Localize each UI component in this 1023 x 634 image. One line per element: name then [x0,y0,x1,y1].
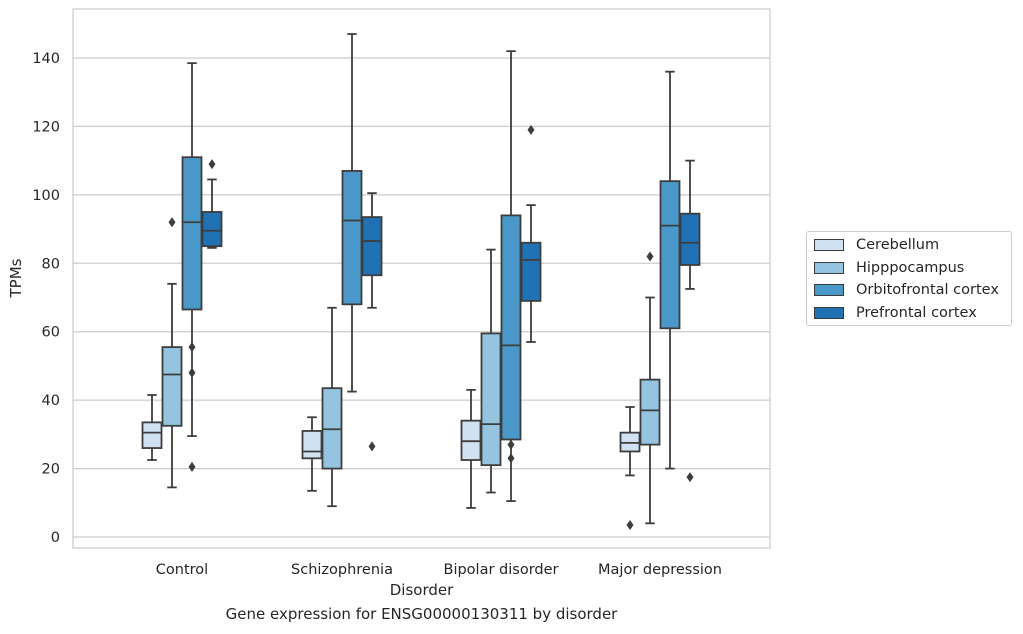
iqr-box [500,214,522,441]
box-cerebellum [619,406,641,531]
box-prefrontal-cortex [201,159,223,249]
iqr-box [639,378,661,446]
legend-item: Hipppocampus [814,259,964,277]
iqr-box [161,346,183,427]
y-tick-label: 60 [42,325,60,341]
legend-swatch [814,261,844,274]
plot-boxes [141,33,701,531]
x-tick-label: Control [156,562,208,578]
legend-swatch [814,239,844,251]
y-tick-label: 140 [32,51,60,67]
box-cerebellum [460,388,482,509]
box-prefrontal-cortex [361,192,383,452]
outlier-point [208,159,216,170]
iqr-box [520,241,542,302]
legend-item: Orbitofrontal cortex [814,281,999,299]
legend-item: Prefrontal cortex [814,304,977,322]
x-tick-labels: Control Schizophrenia Bipolar disorder Majo… [156,562,722,578]
plot-frame [72,8,771,549]
y-tick-label: 80 [42,256,60,272]
y-axis-label: TPMs [7,258,25,298]
box-prefrontal-cortex [520,124,542,343]
iqr-box [480,332,502,467]
x-tick-label: Bipolar disorder [444,562,559,578]
iqr-box [679,212,701,266]
outlier-point [188,342,196,353]
iqr-box [341,170,363,306]
outlier-point [626,520,634,531]
legend-label: Prefrontal cortex [856,304,977,321]
iqr-box [141,421,163,449]
legend-label: Cerebellum [856,237,940,253]
legend-item: Cerebellum [814,236,939,254]
box-orbitofrontal-cortex [341,33,363,393]
outlier-point [368,441,376,452]
box-cerebellum [141,394,163,461]
y-tick-label: 100 [32,188,60,204]
legend-label: Orbitofrontal cortex [856,282,999,298]
legend-swatch [814,306,844,319]
outlier-point [188,461,196,472]
box-orbitofrontal-cortex [181,62,203,472]
y-tick-label: 120 [32,119,60,135]
y-tick-label: 20 [42,462,60,478]
outlier-point [686,472,694,483]
y-tick-label: 0 [51,530,60,546]
box-hipppocampus [321,306,343,508]
y-tick-label: 40 [42,393,60,409]
x-axis-label: Disorder [390,581,454,599]
iqr-box [659,180,681,330]
legend-label: Hipppocampus [856,259,965,276]
box-orbitofrontal-cortex [500,50,522,502]
iqr-box [181,156,203,311]
outlier-point [527,124,535,135]
outlier-point [507,453,515,464]
box-hipppocampus [161,217,183,489]
outlier-point [507,439,515,450]
outlier-point [168,217,176,228]
box-cerebellum [301,416,323,492]
x-tick-label: Schizophrenia [291,562,393,578]
y-tick-labels: 0 20 40 60 80 100 120 140 [32,51,60,546]
box-hipppocampus [639,251,661,525]
box-orbitofrontal-cortex [659,70,681,470]
iqr-box [301,430,323,460]
figure-caption: Gene expression for ENSG00000130311 by d… [225,605,618,623]
outlier-point [646,251,654,262]
x-tick-label: Major depression [598,562,722,578]
iqr-box [361,216,383,277]
iqr-box [201,211,223,248]
outlier-point [188,367,196,378]
legend: Cerebellum Hipppocampus Orbitofrontal cort… [806,231,1012,326]
box-prefrontal-cortex [679,159,701,483]
legend-swatch [814,284,844,296]
box-hipppocampus [480,248,502,494]
